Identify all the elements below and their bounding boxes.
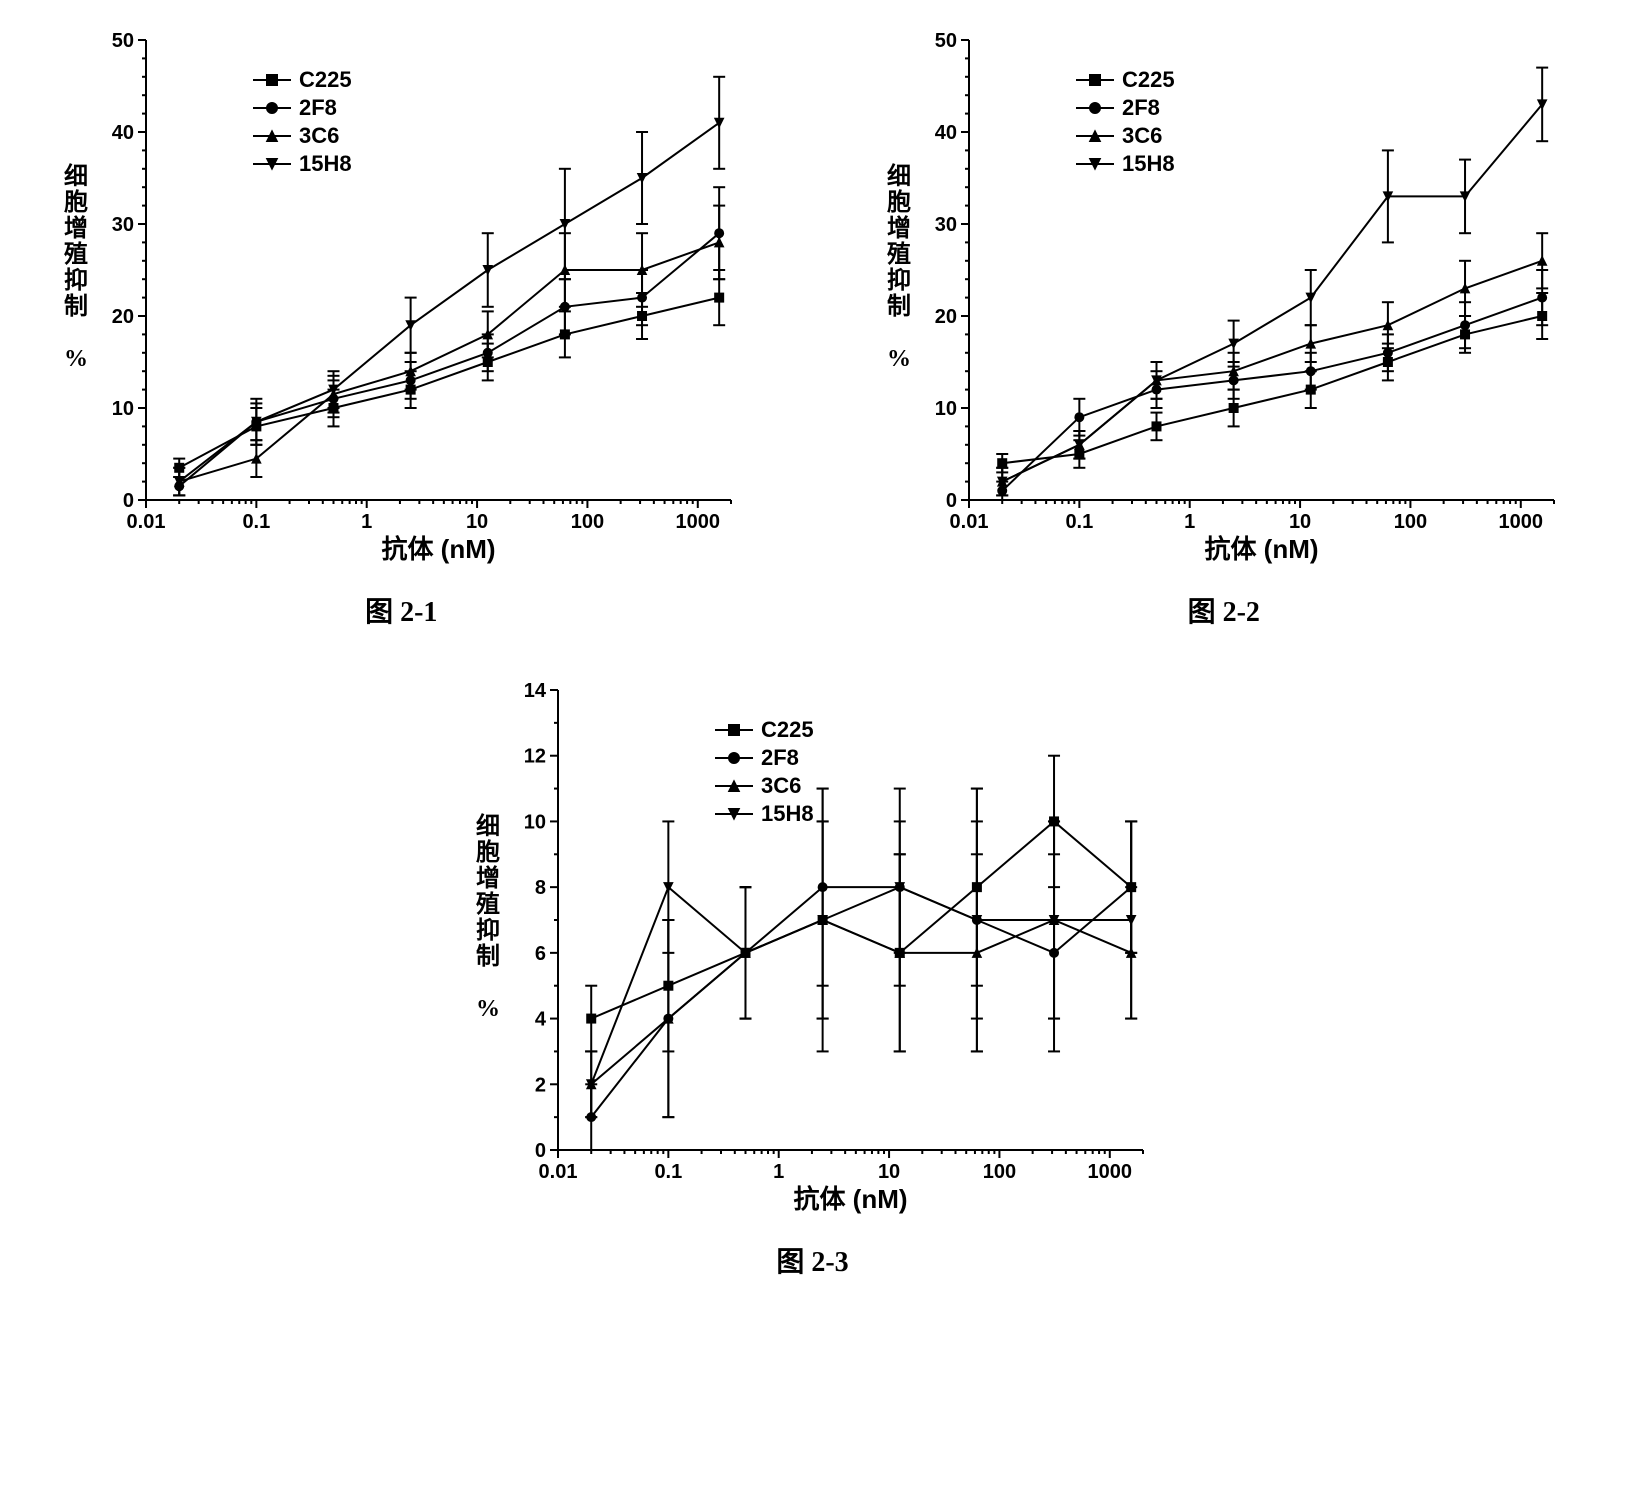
svg-text:100: 100 bbox=[1393, 511, 1426, 533]
svg-text:%: % bbox=[64, 346, 88, 372]
svg-text:3C6: 3C6 bbox=[1122, 123, 1162, 148]
svg-text:3C6: 3C6 bbox=[299, 123, 339, 148]
svg-text:1000: 1000 bbox=[1498, 511, 1543, 533]
svg-text:40: 40 bbox=[935, 122, 957, 144]
svg-text:制: 制 bbox=[64, 293, 88, 320]
svg-text:0: 0 bbox=[123, 490, 134, 512]
svg-text:100: 100 bbox=[982, 1161, 1015, 1183]
svg-text:15H8: 15H8 bbox=[1122, 151, 1175, 176]
caption-2-1: 图 2-1 bbox=[365, 590, 437, 630]
svg-text:细: 细 bbox=[887, 162, 911, 190]
chart-2-1: 0 10 20 30 40 50 0.01 0.1 1 10 100 1000 抗体 (nM) 细胞增殖抑… bbox=[20, 20, 783, 630]
svg-text:0.01: 0.01 bbox=[538, 1161, 577, 1183]
svg-text:10: 10 bbox=[466, 511, 488, 533]
svg-text:C225: C225 bbox=[299, 67, 352, 92]
svg-text:14: 14 bbox=[523, 680, 546, 702]
svg-text:2F8: 2F8 bbox=[1122, 95, 1160, 120]
svg-text:30: 30 bbox=[112, 214, 134, 236]
svg-text:抑: 抑 bbox=[476, 917, 500, 944]
svg-text:制: 制 bbox=[476, 943, 500, 970]
svg-text:0.1: 0.1 bbox=[654, 1161, 682, 1183]
svg-text:1: 1 bbox=[1184, 511, 1195, 533]
svg-text:10: 10 bbox=[523, 811, 545, 833]
svg-text:2F8: 2F8 bbox=[299, 95, 337, 120]
svg-text:10: 10 bbox=[935, 398, 957, 420]
svg-text:10: 10 bbox=[1289, 511, 1311, 533]
chart-grid: 010203040500.010.11101001000抗体 (nM)细胞增殖抑… bbox=[20, 20, 1605, 1280]
svg-text:殖: 殖 bbox=[476, 891, 500, 918]
svg-text:3C6: 3C6 bbox=[761, 773, 801, 798]
svg-text:胞: 胞 bbox=[476, 838, 500, 866]
svg-text:2F8: 2F8 bbox=[761, 745, 799, 770]
svg-text:8: 8 bbox=[534, 877, 545, 899]
chart-svg-slot-2: 0 10 20 30 40 50 0.01 0.1 1 10 100 1000 抗体 (nM) 细胞增殖抑… bbox=[874, 20, 1574, 580]
svg-text:增: 增 bbox=[64, 214, 88, 242]
svg-text:细: 细 bbox=[64, 162, 88, 190]
svg-text:增: 增 bbox=[476, 864, 500, 892]
chart-svg-slot-1: 0 10 20 30 40 50 0.01 0.1 1 10 100 1000 抗体 (nM) 细胞增殖抑… bbox=[51, 20, 751, 580]
svg-text:1000: 1000 bbox=[1087, 1161, 1132, 1183]
svg-text:15H8: 15H8 bbox=[299, 151, 352, 176]
svg-text:100: 100 bbox=[571, 511, 604, 533]
svg-text:0.01: 0.01 bbox=[949, 511, 988, 533]
svg-text:抑: 抑 bbox=[887, 267, 911, 294]
svg-text:1000: 1000 bbox=[676, 511, 721, 533]
svg-text:30: 30 bbox=[935, 214, 957, 236]
svg-text:0.1: 0.1 bbox=[243, 511, 271, 533]
svg-text:抗体 (nM): 抗体 (nM) bbox=[793, 1184, 907, 1214]
svg-text:抗体 (nM): 抗体 (nM) bbox=[1204, 534, 1318, 564]
svg-text:20: 20 bbox=[112, 306, 134, 328]
svg-text:1: 1 bbox=[361, 511, 372, 533]
svg-text:C225: C225 bbox=[1122, 67, 1175, 92]
svg-text:C225: C225 bbox=[761, 717, 814, 742]
svg-text:10: 10 bbox=[112, 398, 134, 420]
svg-text:0.1: 0.1 bbox=[1065, 511, 1093, 533]
svg-text:12: 12 bbox=[523, 746, 545, 768]
caption-2-3: 图 2-3 bbox=[776, 1240, 848, 1280]
caption-2-2: 图 2-2 bbox=[1188, 590, 1260, 630]
svg-text:增: 增 bbox=[887, 214, 911, 242]
svg-text:2: 2 bbox=[534, 1074, 545, 1096]
svg-text:4: 4 bbox=[534, 1009, 546, 1031]
svg-text:胞: 胞 bbox=[64, 188, 88, 216]
svg-text:10: 10 bbox=[877, 1161, 899, 1183]
svg-text:殖: 殖 bbox=[887, 241, 911, 268]
svg-text:%: % bbox=[476, 996, 500, 1022]
svg-text:制: 制 bbox=[887, 293, 911, 320]
chart-2-3: 0 2 4 6 8 10 12 14 0.01 0.1 1 10 100 1000 抗体 (nM) 细胞增殖抑… bbox=[20, 670, 1605, 1280]
svg-text:抗体 (nM): 抗体 (nM) bbox=[382, 534, 496, 564]
svg-text:0: 0 bbox=[946, 490, 957, 512]
svg-text:殖: 殖 bbox=[64, 241, 88, 268]
svg-text:0: 0 bbox=[534, 1140, 545, 1162]
svg-text:1: 1 bbox=[773, 1161, 784, 1183]
svg-text:15H8: 15H8 bbox=[761, 801, 814, 826]
svg-text:6: 6 bbox=[534, 943, 545, 965]
chart-svg-slot-3: 0 2 4 6 8 10 12 14 0.01 0.1 1 10 100 1000 抗体 (nM) 细胞增殖抑… bbox=[463, 670, 1163, 1230]
svg-text:细: 细 bbox=[476, 812, 500, 840]
svg-text:抑: 抑 bbox=[64, 267, 88, 294]
svg-text:20: 20 bbox=[935, 306, 957, 328]
svg-text:50: 50 bbox=[935, 30, 957, 52]
svg-text:50: 50 bbox=[112, 30, 134, 52]
svg-text:0.01: 0.01 bbox=[127, 511, 166, 533]
svg-text:40: 40 bbox=[112, 122, 134, 144]
svg-text:胞: 胞 bbox=[887, 188, 911, 216]
svg-text:%: % bbox=[887, 346, 911, 372]
chart-2-2: 0 10 20 30 40 50 0.01 0.1 1 10 100 1000 抗体 (nM) 细胞增殖抑… bbox=[843, 20, 1606, 630]
